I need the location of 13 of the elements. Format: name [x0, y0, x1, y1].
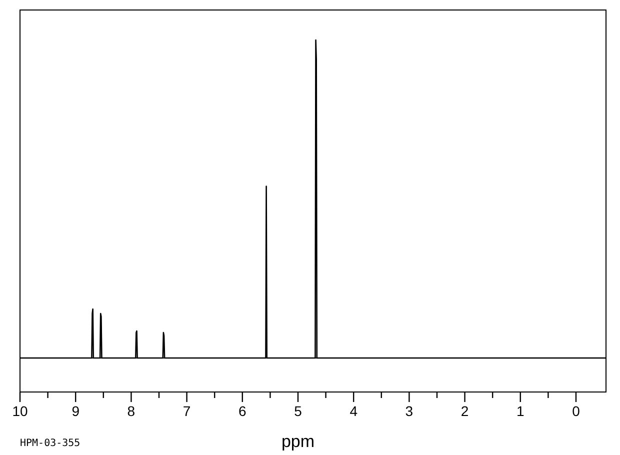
text: HPM-03-355 — [20, 438, 80, 449]
x-tick-label: 8 — [127, 403, 136, 419]
x-tick-label: 10 — [12, 403, 28, 419]
x-tick-label: 5 — [294, 403, 302, 419]
x-tick-label: 1 — [516, 403, 524, 419]
x-tick-label: 4 — [350, 403, 358, 419]
x-tick-label: 3 — [405, 403, 414, 419]
x-tick-label: 0 — [572, 403, 580, 419]
x-tick-label: 9 — [72, 403, 80, 419]
x-tick-label: 7 — [182, 403, 191, 419]
x-axis-title: ppm — [281, 432, 315, 451]
x-tick-label: 6 — [238, 403, 246, 419]
x-tick-label: 2 — [460, 403, 469, 419]
